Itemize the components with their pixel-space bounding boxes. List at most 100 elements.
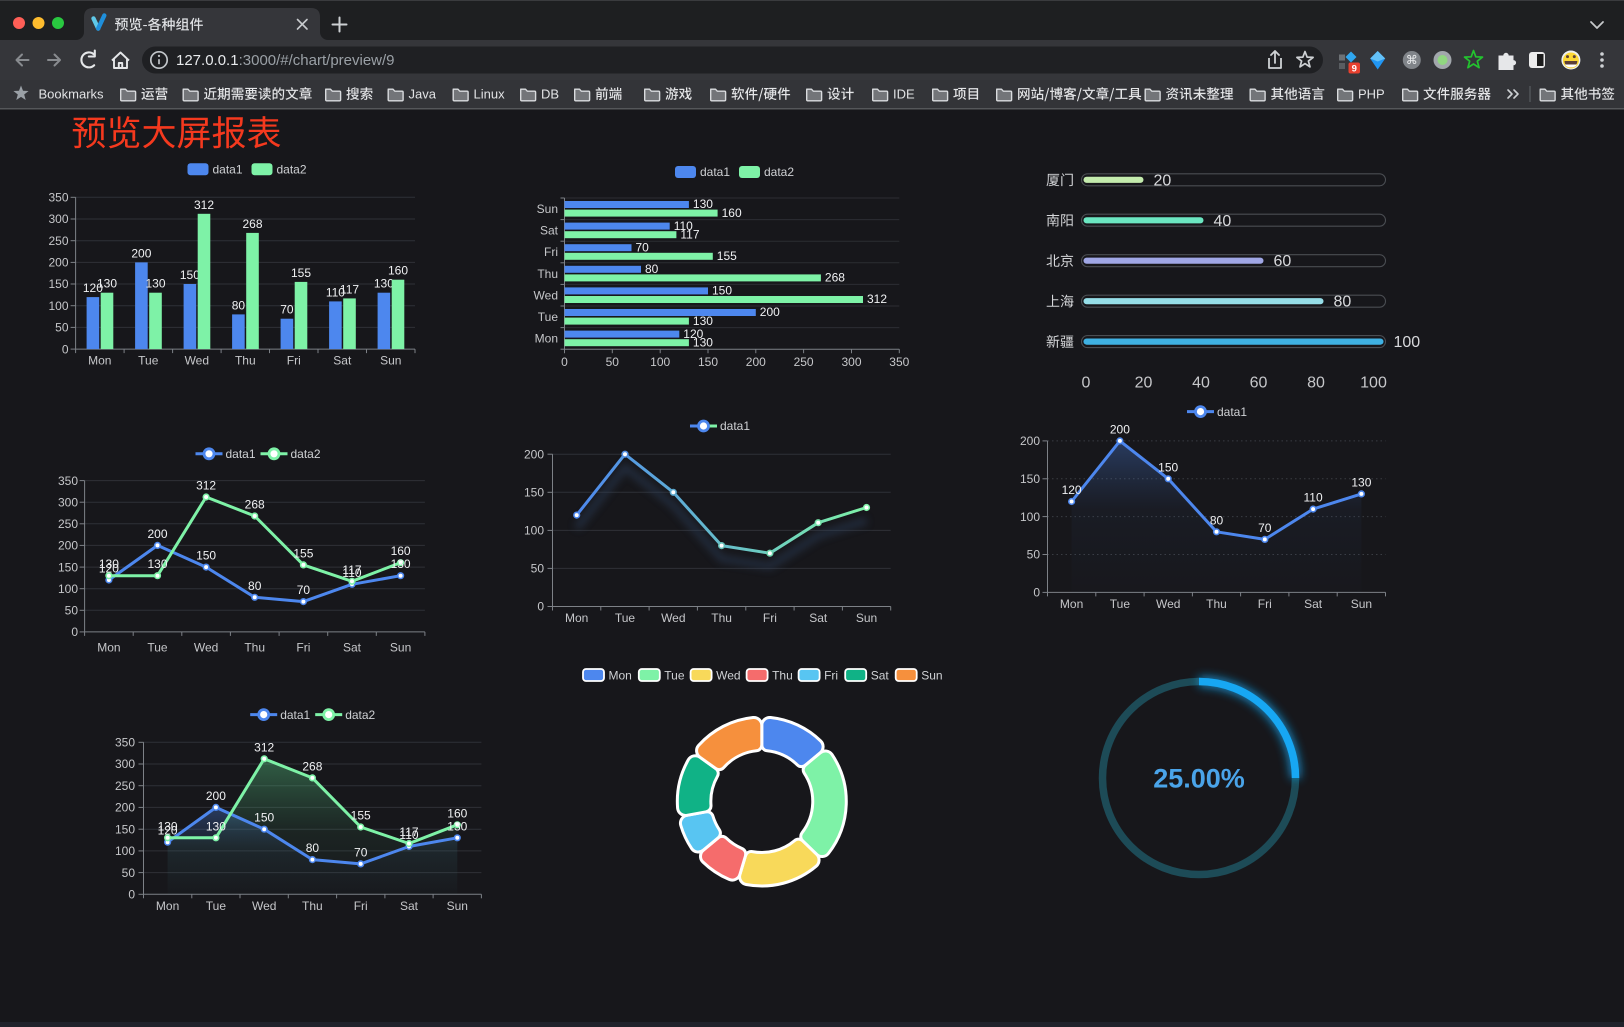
svg-text:100: 100	[48, 299, 68, 313]
svg-text:130: 130	[374, 277, 394, 291]
svg-text:Thu: Thu	[235, 354, 256, 368]
svg-text:160: 160	[388, 264, 408, 278]
svg-text:Wed: Wed	[534, 288, 558, 302]
svg-text:250: 250	[58, 517, 78, 531]
svg-text:50: 50	[122, 866, 136, 880]
svg-text:155: 155	[717, 249, 737, 263]
svg-text:Fri: Fri	[1258, 597, 1272, 611]
svg-text:0: 0	[537, 600, 544, 614]
svg-text:200: 200	[206, 789, 226, 803]
svg-text:Fri: Fri	[544, 245, 558, 259]
svg-text:150: 150	[524, 486, 544, 500]
svg-text:300: 300	[48, 212, 68, 226]
svg-text:Mon: Mon	[97, 641, 120, 655]
svg-text:250: 250	[794, 355, 814, 369]
svg-text:50: 50	[606, 355, 620, 369]
svg-text:Thu: Thu	[772, 668, 793, 682]
svg-text:Sat: Sat	[871, 668, 890, 682]
svg-text:Sat: Sat	[400, 899, 419, 913]
svg-text:Tue: Tue	[1110, 597, 1131, 611]
svg-text:50: 50	[65, 604, 79, 618]
svg-text:117: 117	[342, 563, 361, 577]
svg-text:312: 312	[867, 292, 887, 306]
svg-text:100: 100	[650, 355, 670, 369]
svg-text:130: 130	[447, 819, 467, 833]
svg-text:80: 80	[645, 262, 659, 276]
svg-text:150: 150	[115, 822, 135, 836]
svg-text:Thu: Thu	[1206, 597, 1227, 611]
svg-text:data1: data1	[720, 419, 750, 433]
svg-text:200: 200	[760, 305, 780, 319]
svg-text:Wed: Wed	[1156, 597, 1180, 611]
svg-text:100: 100	[1394, 334, 1421, 351]
svg-text:200: 200	[1110, 422, 1130, 436]
svg-text:Mon: Mon	[609, 668, 632, 682]
svg-text:160: 160	[722, 206, 742, 220]
svg-text:100: 100	[1020, 510, 1040, 524]
svg-text:data2: data2	[345, 708, 375, 722]
svg-text:70: 70	[297, 583, 311, 597]
svg-text:0: 0	[1082, 375, 1091, 392]
svg-text:Sun: Sun	[1351, 597, 1372, 611]
svg-text:Fri: Fri	[354, 899, 368, 913]
svg-text:0: 0	[128, 888, 135, 902]
svg-text:150: 150	[48, 277, 68, 291]
svg-text:Sun: Sun	[537, 202, 558, 216]
svg-text:Tue: Tue	[615, 611, 636, 625]
svg-text:Sun: Sun	[447, 899, 468, 913]
svg-text:150: 150	[1020, 472, 1040, 486]
svg-text:⌘: ⌘	[1406, 53, 1418, 67]
svg-text::3000/#/chart/preview/9: :3000/#/chart/preview/9	[239, 52, 395, 69]
svg-text:Sat: Sat	[1304, 597, 1323, 611]
svg-text:Tue: Tue	[147, 641, 168, 655]
svg-text:130: 130	[391, 557, 411, 571]
svg-text:80: 80	[306, 841, 320, 855]
svg-text:Mon: Mon	[565, 611, 588, 625]
svg-text:80: 80	[1307, 375, 1325, 392]
svg-text:120: 120	[683, 327, 703, 341]
svg-text:350: 350	[115, 736, 135, 750]
svg-text:Mon: Mon	[535, 332, 558, 346]
svg-text:Java: Java	[409, 86, 437, 101]
svg-text:PHP: PHP	[1358, 86, 1385, 101]
svg-text:0: 0	[561, 355, 568, 369]
svg-text:312: 312	[254, 740, 274, 754]
svg-text:130: 130	[1351, 475, 1371, 489]
svg-text:Tue: Tue	[538, 310, 559, 324]
svg-text:Wed: Wed	[661, 611, 685, 625]
svg-text:80: 80	[232, 298, 246, 312]
svg-text:20: 20	[1135, 375, 1153, 392]
svg-text:data1: data1	[280, 708, 310, 722]
svg-text:data1: data1	[213, 163, 243, 177]
svg-text:Thu: Thu	[711, 611, 732, 625]
svg-text:130: 130	[147, 557, 167, 571]
svg-text:268: 268	[245, 498, 265, 512]
svg-text:200: 200	[147, 527, 167, 541]
svg-text:Sun: Sun	[921, 668, 942, 682]
svg-text:Wed: Wed	[716, 668, 740, 682]
svg-text:130: 130	[99, 557, 119, 571]
svg-text:120: 120	[1062, 483, 1082, 497]
svg-text:268: 268	[242, 217, 262, 231]
svg-text:80: 80	[1210, 513, 1224, 527]
svg-text:200: 200	[58, 539, 78, 553]
svg-text:Sat: Sat	[809, 611, 828, 625]
svg-text:40: 40	[1192, 375, 1210, 392]
svg-text:IDE: IDE	[893, 86, 915, 101]
svg-text:160: 160	[391, 544, 411, 558]
svg-text:300: 300	[115, 757, 135, 771]
svg-text:200: 200	[48, 256, 68, 270]
svg-text:150: 150	[58, 560, 78, 574]
svg-text:130: 130	[97, 277, 117, 291]
svg-text:0: 0	[1033, 586, 1040, 600]
svg-text:40: 40	[1214, 213, 1232, 230]
svg-text:312: 312	[194, 198, 214, 212]
svg-text:Fri: Fri	[296, 641, 310, 655]
svg-text:117: 117	[399, 825, 418, 839]
svg-text:Bookmarks: Bookmarks	[39, 86, 105, 101]
svg-text:150: 150	[712, 284, 732, 298]
svg-text:130: 130	[693, 314, 713, 328]
svg-text:80: 80	[1334, 294, 1352, 311]
svg-text:Wed: Wed	[252, 899, 276, 913]
svg-text:Mon: Mon	[156, 899, 179, 913]
